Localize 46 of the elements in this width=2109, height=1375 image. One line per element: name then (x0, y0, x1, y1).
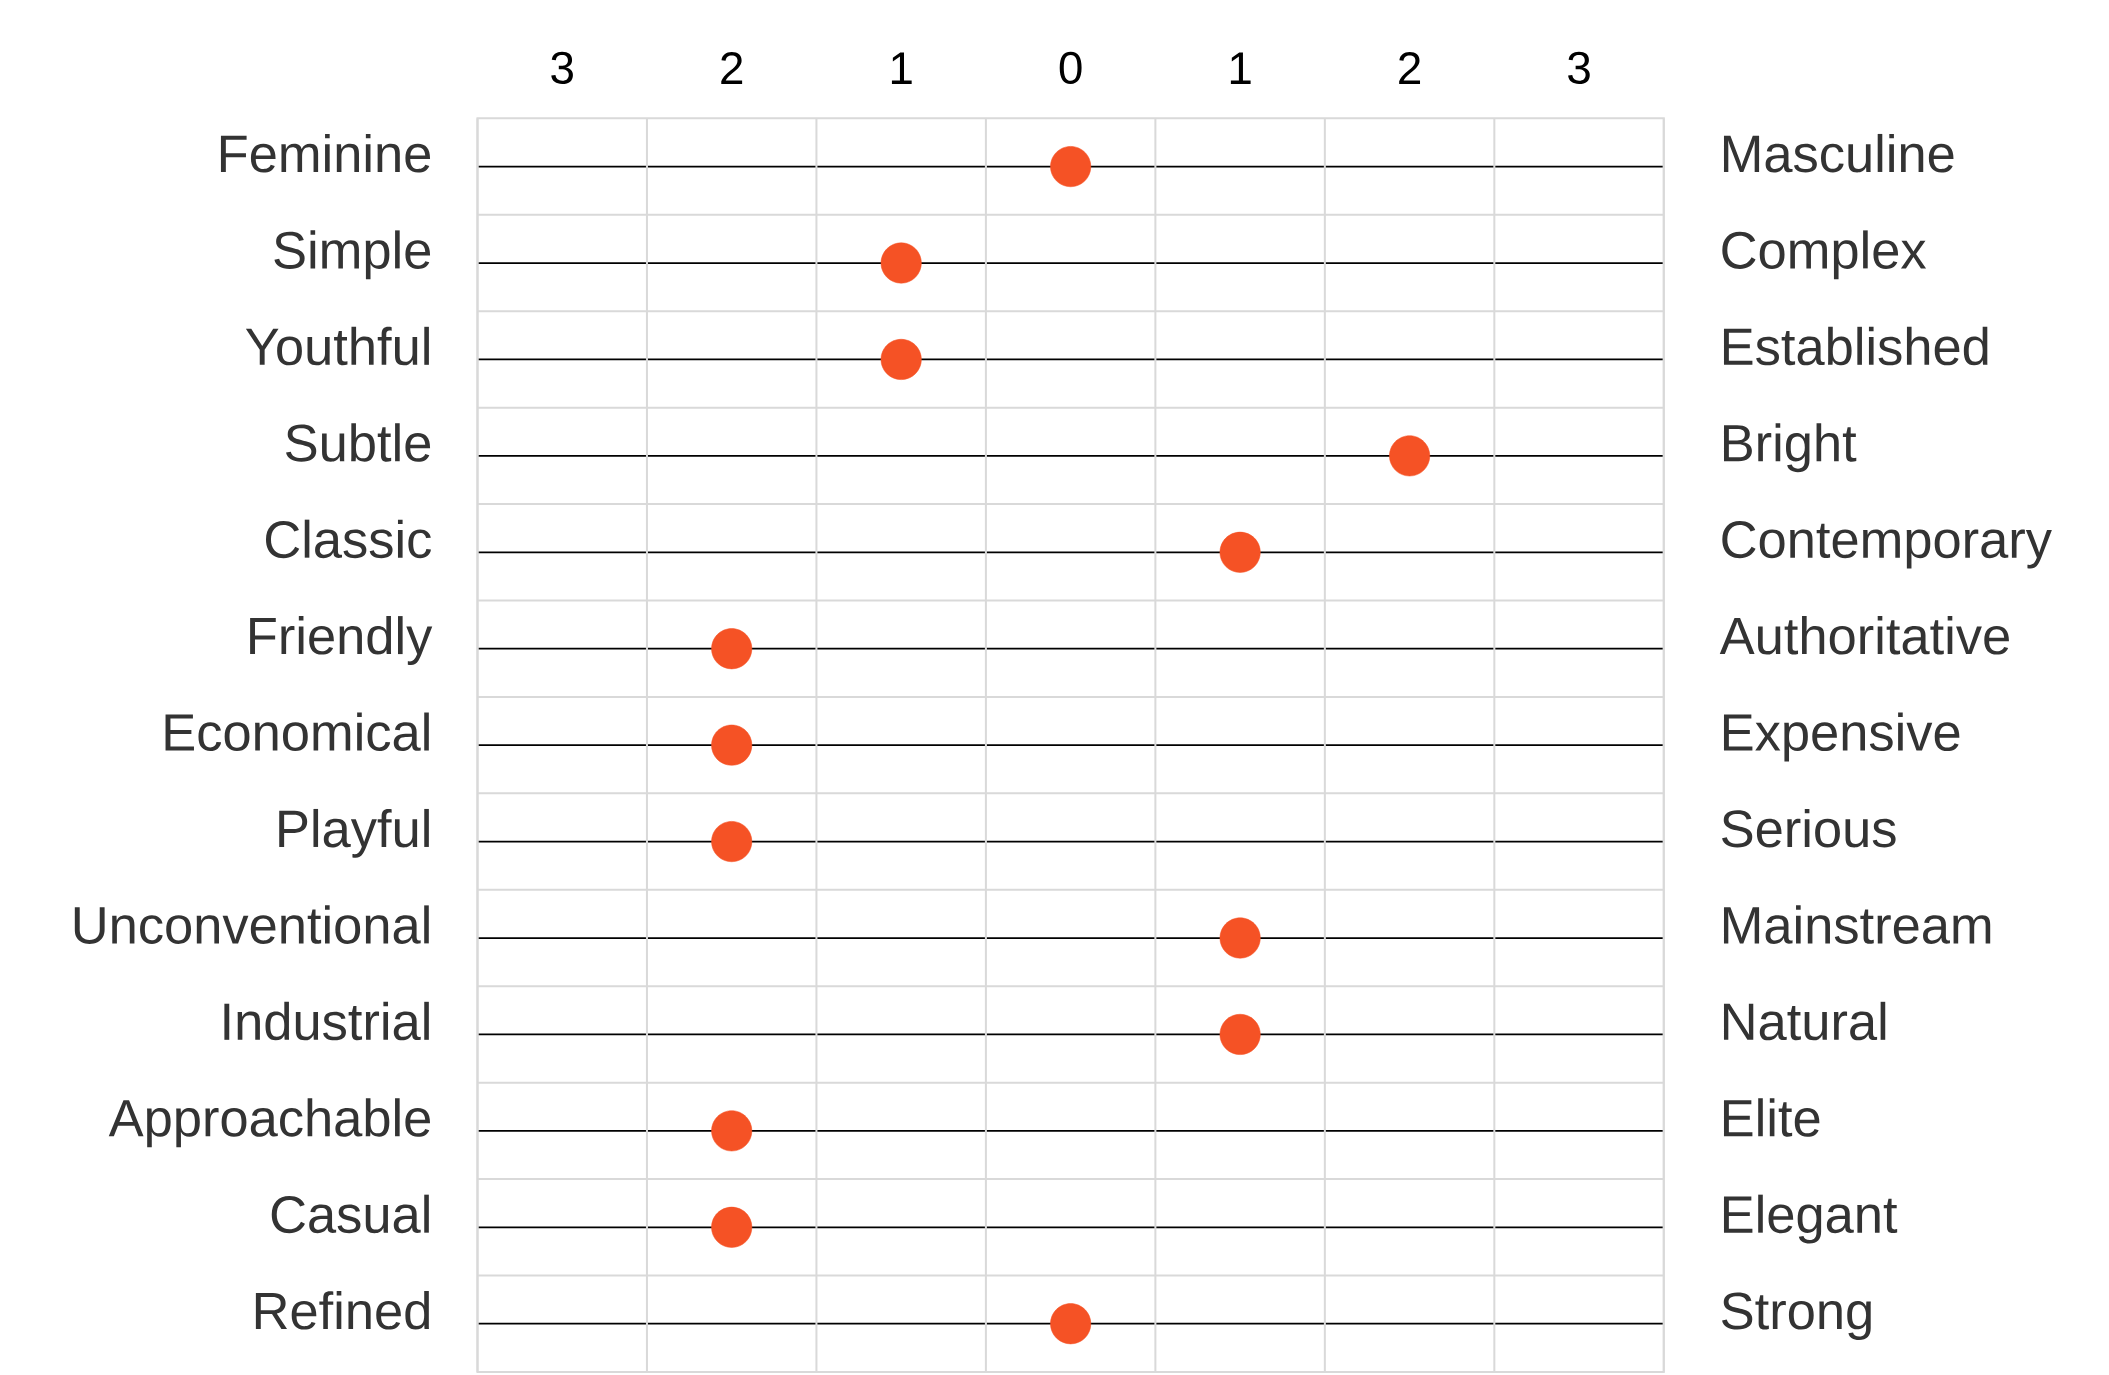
y2-tick-label: Masculine (1723, 134, 1954, 173)
x-tick-label: 2 (1399, 52, 1421, 85)
y2-tick-label: Bright (1723, 423, 1857, 473)
point (1219, 532, 1261, 573)
y-tick-label: Unconventional (74, 905, 429, 945)
point (1050, 1303, 1092, 1345)
y2-tick-label: Serious (1722, 809, 1896, 848)
y-tick-label: Simple (274, 230, 431, 280)
y-tick-label: Feminine (220, 134, 431, 173)
x-tick-label: 1 (891, 52, 912, 85)
y2-tick-label: Expensive (1723, 712, 1960, 762)
x-tick-label: 2 (721, 52, 743, 85)
y-tick-label: Playful (279, 809, 429, 859)
y-tick-label: Approachable (108, 1098, 430, 1148)
y2-tick-label: Contemporary (1722, 521, 2052, 569)
point (711, 1207, 753, 1248)
point (1219, 1014, 1261, 1056)
y-tick-label: Classic (265, 519, 431, 559)
y-tick-label: Industrial (224, 1001, 429, 1041)
point (711, 821, 753, 863)
y2-tick-label: Established (1723, 326, 1988, 366)
y2-tick-label: Complex (1722, 230, 1927, 280)
x-tick-label: 3 (551, 51, 573, 85)
y2-tick-label: Natural (1723, 1001, 1886, 1041)
y2-tick-label: Elegant (1723, 1194, 1898, 1244)
y-tick-label: Friendly (250, 616, 433, 666)
point (1389, 435, 1431, 477)
point (880, 242, 922, 284)
point (711, 1110, 753, 1152)
y2-tick-label: Strong (1722, 1292, 1871, 1341)
point (711, 628, 753, 670)
x-tick-label: 1 (1230, 52, 1251, 85)
y-tick-label: Economical (165, 712, 429, 752)
y2-tick-label: Elite (1723, 1098, 1820, 1137)
point (1050, 146, 1092, 188)
point (711, 724, 753, 766)
y-tick-label: Casual (271, 1194, 429, 1234)
y-tick-label: Youthful (245, 326, 429, 366)
point (880, 339, 922, 381)
y-tick-label: Subtle (286, 423, 431, 462)
y2-tick-label: Mainstream (1723, 905, 1991, 945)
y2-tick-label: Authoritative (1719, 616, 2009, 655)
y-tick-label: Refined (255, 1291, 429, 1330)
x-tick-label: 3 (1568, 51, 1590, 85)
x-tick-label: 0 (1059, 51, 1082, 85)
point (1219, 917, 1261, 959)
